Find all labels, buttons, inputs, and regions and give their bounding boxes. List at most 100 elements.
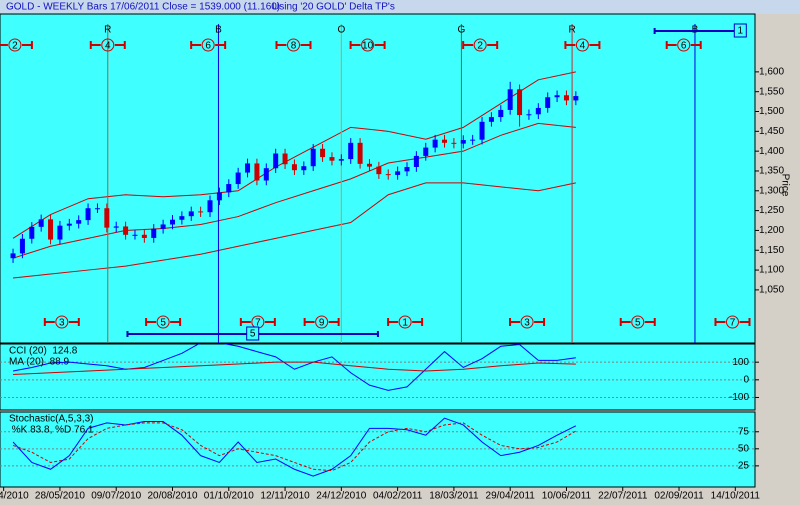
cycle-label: R — [104, 25, 111, 36]
candle-body — [413, 155, 419, 168]
cycle-label: O — [337, 25, 345, 36]
candle-body — [573, 96, 579, 101]
marker-circle — [315, 315, 329, 329]
marker-label: 10 — [362, 41, 374, 52]
x-tick-label: 10/06/2011 — [542, 491, 592, 502]
marker-label: 5 — [635, 318, 641, 329]
y-tick-label: 1,500 — [759, 106, 784, 117]
candle-body — [329, 157, 335, 161]
candle-body — [366, 163, 372, 167]
candle-body — [132, 234, 138, 236]
candle-body — [169, 219, 175, 225]
marker-label: 4 — [105, 41, 111, 52]
marker-bracket — [564, 41, 601, 49]
x-tick-label: 29/04/2011 — [486, 491, 536, 502]
marker-label: 7 — [730, 318, 736, 329]
bollinger-band — [12, 71, 576, 239]
indicator-line — [12, 344, 576, 391]
range-box — [733, 23, 747, 38]
y-tick-label: 1,300 — [759, 185, 784, 196]
candle-body — [235, 172, 241, 185]
y-tick-label: 1,050 — [759, 285, 784, 296]
marker-circle — [8, 38, 22, 52]
marker-label: 2 — [12, 41, 18, 52]
marker-circle — [156, 315, 170, 329]
price-plot: R B O G R B2 4 6 8 10 2 4 63 5 7 9 1 3 5 7 — [0, 24, 751, 343]
title-bar — [0, 0, 800, 14]
cycle-label: G — [458, 25, 466, 36]
candle-body — [479, 121, 485, 140]
range-label: 1 — [738, 26, 744, 37]
y-tick-label: 1,150 — [759, 245, 784, 256]
candle-body — [94, 208, 100, 210]
candle-body — [160, 224, 166, 229]
marker-circle — [287, 38, 301, 52]
range-box — [246, 326, 260, 341]
candle-body — [151, 228, 157, 238]
marker-bracket — [190, 41, 227, 49]
marker-circle — [725, 315, 739, 329]
candle-body — [113, 226, 119, 228]
marker-circle — [201, 38, 215, 52]
y-tick-label: 50 — [738, 443, 750, 454]
candle-body — [66, 223, 72, 226]
cycle-label: R — [568, 25, 575, 36]
title: GOLD - WEEKLY Bars 17/06/2011 Close = 15… — [6, 2, 280, 13]
marker-bracket — [275, 41, 312, 49]
marker-circle — [398, 315, 412, 329]
marker-circle — [677, 38, 691, 52]
candle-body — [123, 226, 129, 235]
indicator-plot — [12, 344, 576, 391]
y-tick-label: 75 — [738, 426, 750, 437]
candle-body — [442, 139, 448, 143]
marker-bracket — [619, 318, 656, 326]
legend-text: Stochastic(A,5,3,3) — [9, 414, 93, 425]
indicator-plot — [12, 417, 577, 477]
legend-text: %K 83.8, %D 76.1 — [9, 425, 94, 436]
candle-body — [273, 153, 279, 169]
marker-circle — [473, 38, 487, 52]
candle-body — [254, 163, 260, 181]
candle-body — [517, 89, 523, 116]
candle-body — [245, 163, 251, 173]
marker-label: 6 — [681, 41, 687, 52]
y-tick-label: 1,250 — [759, 205, 784, 216]
candle-body — [432, 139, 438, 148]
candle-body — [104, 208, 110, 228]
y-tick-label: 1,600 — [759, 67, 784, 78]
candle-body — [470, 139, 476, 141]
x-tick-label: 20/08/2010 — [147, 491, 197, 502]
marker-label: 4 — [580, 41, 586, 52]
candle-body — [282, 153, 288, 165]
marker-bracket — [145, 318, 182, 326]
y-tick-label: 1,350 — [759, 166, 784, 177]
candle-body — [554, 95, 560, 98]
marker-bracket — [0, 41, 33, 49]
candle-body — [423, 147, 429, 156]
candle-body — [216, 192, 222, 201]
candle-body — [348, 142, 354, 160]
candle-body — [357, 142, 363, 164]
candle-body — [38, 219, 44, 227]
candle-body — [385, 174, 391, 176]
price-panel — [0, 13, 756, 344]
marker-bracket — [714, 318, 751, 326]
candle-body — [19, 238, 25, 254]
marker-circle — [101, 38, 115, 52]
marker-bracket — [239, 318, 276, 326]
x-tick-label: 22/07/2011 — [598, 491, 648, 502]
candle-body — [263, 168, 269, 181]
candle-body — [498, 109, 504, 118]
x-tick-label: 12/11/2010 — [260, 491, 310, 502]
candle-body — [451, 142, 457, 144]
x-tick-label: 09/07/2010 — [91, 491, 141, 502]
y-tick-label: 1,200 — [759, 225, 784, 236]
marker-circle — [631, 315, 645, 329]
x-tick-label: 01/10/2010 — [204, 491, 254, 502]
candle-body — [404, 167, 410, 172]
y-tick-label: 1,400 — [759, 146, 784, 157]
indicator-line — [13, 361, 576, 376]
marker-label: 5 — [160, 318, 166, 329]
subtitle: Using '20 GOLD' Delta TP's — [272, 2, 395, 13]
